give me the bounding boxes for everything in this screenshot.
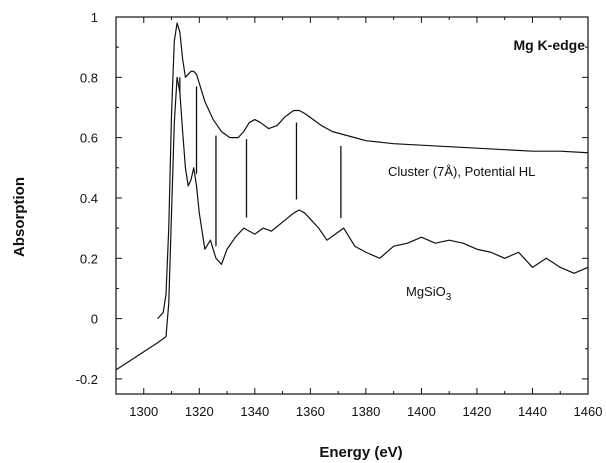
y-tick-label: 1 <box>91 10 98 25</box>
x-tick-label: 1400 <box>407 404 436 419</box>
series-label-mgsio3: MgSiO3 <box>406 284 452 303</box>
y-axis-title: Absorption <box>11 177 28 257</box>
y-tick-label: -0.2 <box>76 372 98 387</box>
chart-title: Mg K-edge <box>513 37 585 53</box>
y-tick-label: 0 <box>91 312 98 327</box>
x-tick-label: 1460 <box>574 404 603 419</box>
y-tick-label: 0.8 <box>80 70 98 85</box>
x-tick-label: 1360 <box>296 404 325 419</box>
y-tick-label: 0.4 <box>80 191 98 206</box>
x-tick-label: 1340 <box>240 404 269 419</box>
series-label-mgsio3-subscript: 3 <box>446 292 452 303</box>
x-axis-title: Energy (eV) <box>319 444 402 461</box>
series-line-mgsio3 <box>115 76 589 371</box>
series-label-cluster: Cluster (7Å), Potential HL <box>388 164 535 179</box>
series-label-mgsio3-main: MgSiO <box>406 284 446 299</box>
plot-frame <box>115 16 589 395</box>
x-tick-label: 1420 <box>462 404 491 419</box>
x-tick-label: 1300 <box>129 404 158 419</box>
x-tick-label: 1380 <box>351 404 380 419</box>
x-tick-label: 1440 <box>518 404 547 419</box>
y-tick-label: 0.2 <box>80 251 98 266</box>
x-tick-label: 1320 <box>185 404 214 419</box>
series-line-cluster <box>157 22 589 320</box>
y-tick-label: 0.6 <box>80 131 98 146</box>
